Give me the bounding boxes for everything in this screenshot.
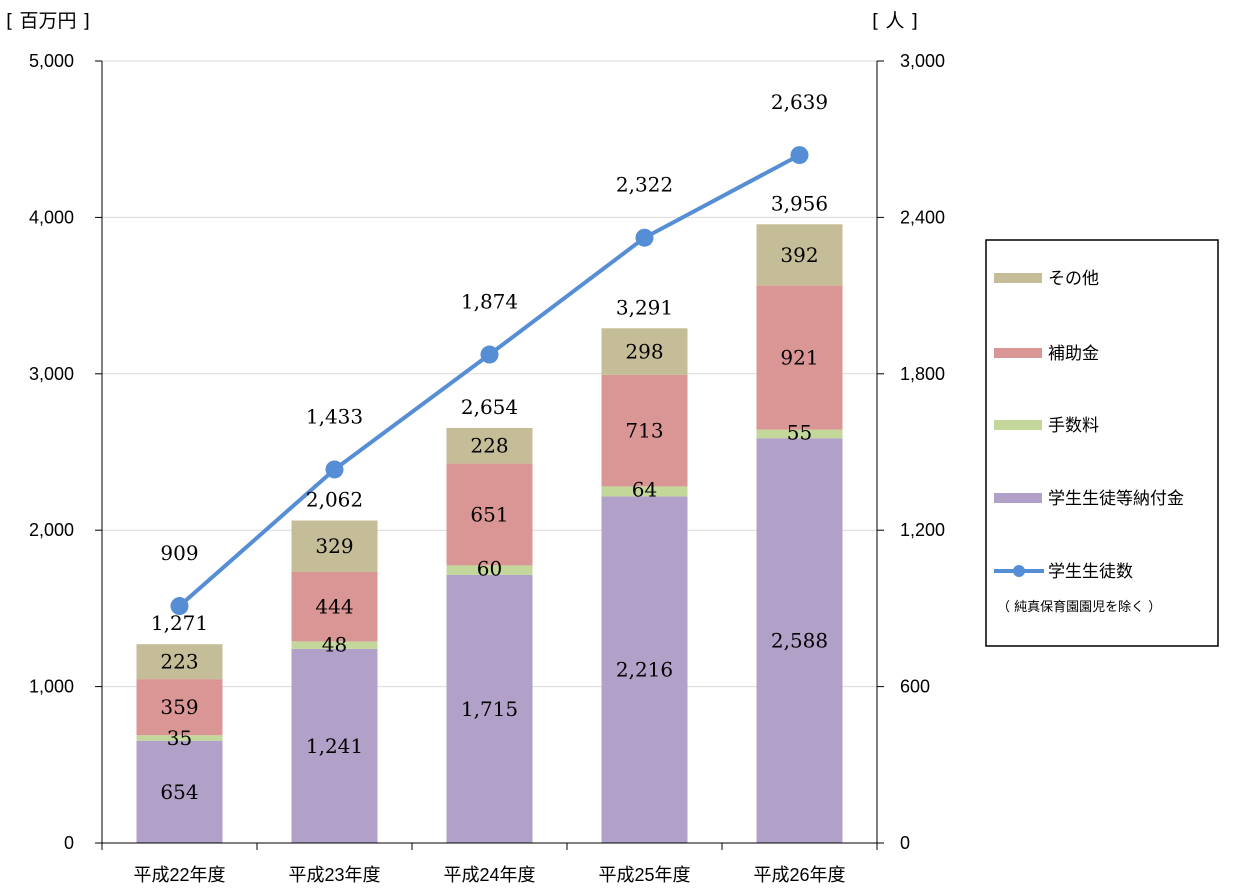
left-axis-tick-label: 2,000 [29,520,74,540]
legend-label: 学生生徒等納付金 [1048,489,1184,509]
bar-segment [446,427,533,464]
student-count-value-label: 1,874 [461,290,518,314]
legend-swatch [994,420,1042,430]
right-axis-tick-label: 1,200 [900,520,945,540]
total-value-label: 2,654 [461,395,518,419]
student-count-value-label: 2,322 [616,173,673,197]
bar-segment [756,438,843,843]
student-count-marker [325,460,344,479]
legend-label: 手数料 [1048,416,1099,436]
segment-value-label: 359 [160,695,198,719]
left-axis-unit: [ 百万円 ] [6,10,90,32]
segment-value-label: 60 [477,556,502,580]
axes: 0 1,000 2,000 3,000 4,000 5,000 0 600 1,200 1,800… [29,51,945,885]
legend-label: その他 [1048,269,1099,289]
segment-value-label: 55 [787,421,812,445]
legend-box [985,239,1219,647]
bar-segment [756,224,843,286]
bar-segment [136,740,223,843]
segment-value-label: 654 [160,780,198,804]
right-axis-tick-label: 1,800 [900,364,945,384]
legend-swatch [994,273,1042,283]
segment-value-label: 298 [625,340,663,364]
bar-segment [136,735,223,741]
segment-value-label: 223 [160,650,198,674]
legend-note: （ 純真保育園園児を除く ） [997,599,1161,615]
student-count-marker [790,146,809,165]
segment-value-label: 329 [315,534,353,558]
segment-value-label: 651 [470,502,508,526]
student-count-marker [480,345,499,364]
total-value-label: 1,271 [151,611,208,635]
segment-value-label: 2,588 [771,629,828,653]
segment-value-label: 1,715 [461,697,518,721]
bar-segment [291,520,378,572]
total-value-label: 2,062 [306,488,363,512]
right-axis-unit: [ 人 ] [872,10,918,32]
x-axis-category-label: 平成26年度 [753,865,845,885]
gridlines [102,60,877,688]
segment-value-label: 228 [470,434,508,458]
bar-segment [756,285,843,430]
bar-segment [446,574,533,843]
right-axis-tick-label: 0 [900,833,910,853]
bar-segment [446,463,533,566]
total-value-label: 3,956 [771,191,828,215]
student-count-value-label: 909 [160,541,198,565]
x-axis-category-label: 平成24年度 [443,865,535,885]
legend-swatch [994,493,1042,503]
student-count-line [170,146,809,616]
left-axis-tick-label: 3,000 [29,364,74,384]
left-axis-tick-label: 4,000 [29,207,74,227]
student-count-value-label: 2,639 [771,90,828,114]
total-value-label: 3,291 [616,295,673,319]
bars [136,224,843,843]
bar-segment [446,565,533,575]
legend-marker-swatch [1013,565,1025,577]
data-labels: 654 35 359 223 1,271 1,241 48 444 329 2,062 1,715 6… [151,90,828,804]
bar-segment [136,644,223,680]
left-axis-tick-label: 1,000 [29,677,74,697]
student-count-value-label: 1,433 [306,404,363,428]
segment-value-label: 48 [322,632,347,656]
x-axis-category-label: 平成23年度 [288,865,380,885]
bar-segment [291,571,378,642]
x-axis-category-label: 平成22年度 [133,865,225,885]
right-axis-tick-label: 2,400 [900,207,945,227]
bar-segment [601,486,688,497]
bar-segment [601,328,688,375]
bar-segment [601,374,688,487]
student-count-marker [635,228,654,247]
bar-segment [291,648,378,843]
segment-value-label: 392 [780,243,818,267]
right-axis-tick-label: 3,000 [900,51,945,71]
segment-value-label: 921 [780,346,818,370]
student-count-marker [170,597,189,616]
bar-segment [136,679,223,736]
segment-value-label: 713 [625,419,663,443]
segment-value-label: 64 [632,477,657,501]
segment-value-label: 2,216 [616,658,673,682]
legend-label: 補助金 [1048,344,1099,364]
segment-value-label: 444 [315,595,353,619]
bar-segment [601,496,688,843]
legend-swatch [994,348,1042,358]
right-axis-tick-label: 600 [900,677,930,697]
bar-segment [756,429,843,439]
segment-value-label: 35 [167,726,192,750]
x-axis-category-label: 平成25年度 [598,865,690,885]
left-axis-tick-label: 0 [64,833,74,853]
bar-segment [291,641,378,649]
legend-label: 学生生徒数 [1048,562,1133,582]
left-axis-tick-label: 5,000 [29,51,74,71]
segment-value-label: 1,241 [306,734,363,758]
